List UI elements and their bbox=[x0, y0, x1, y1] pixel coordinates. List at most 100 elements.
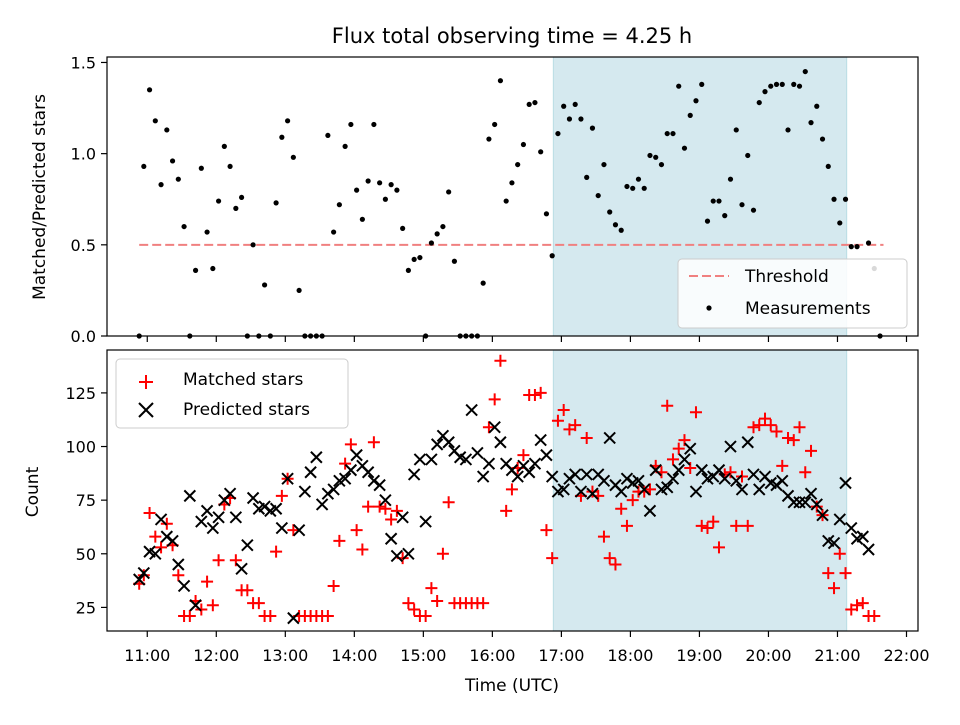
matched-star-point bbox=[701, 522, 714, 535]
x-tick-label: 16:00 bbox=[469, 646, 515, 665]
matched-star-point bbox=[373, 500, 386, 513]
measurement-point bbox=[348, 121, 354, 128]
y-tick-label: 25 bbox=[76, 598, 96, 617]
predicted-star-point bbox=[839, 476, 852, 490]
matched-star-point bbox=[597, 530, 610, 543]
matched-star-point bbox=[770, 425, 783, 438]
measurement-point bbox=[158, 182, 164, 188]
matched-star-point bbox=[833, 547, 846, 560]
matched-star-point bbox=[828, 582, 841, 595]
x-tick-label: 11:00 bbox=[124, 646, 170, 665]
predicted-star-point bbox=[229, 511, 243, 524]
measurement-point bbox=[198, 165, 204, 171]
predicted-star-point bbox=[649, 463, 662, 477]
measurement-point bbox=[146, 87, 153, 93]
predicted-star-point bbox=[350, 448, 363, 462]
predicted-star-point bbox=[730, 474, 743, 488]
matched-star-point bbox=[793, 421, 806, 434]
predicted-star-point bbox=[534, 433, 547, 447]
matched-star-point bbox=[707, 515, 720, 528]
matched-star-point bbox=[390, 504, 403, 517]
measurement-point bbox=[492, 121, 498, 128]
predicted-star-point bbox=[597, 474, 611, 488]
measurement-point bbox=[371, 121, 377, 128]
matched-star-point bbox=[822, 567, 835, 580]
x-axis-label: Time (UTC) bbox=[464, 676, 559, 696]
predicted-star-point bbox=[269, 502, 283, 515]
predicted-star-point bbox=[557, 483, 570, 496]
matched-star-point bbox=[782, 431, 795, 444]
measurement-point bbox=[825, 163, 831, 170]
bottom-y-axis-label: Count bbox=[23, 466, 43, 517]
predicted-star-point bbox=[407, 468, 421, 481]
matched-star-point bbox=[149, 530, 162, 543]
measurement-point bbox=[532, 99, 538, 106]
measurement-point bbox=[802, 68, 808, 75]
predicted-star-point bbox=[528, 457, 542, 470]
matched-star-point bbox=[620, 519, 633, 532]
predicted-star-point bbox=[425, 453, 438, 466]
predicted-legend-label: Predicted stars bbox=[183, 400, 310, 420]
matched-star-point bbox=[689, 406, 702, 419]
matched-star-point bbox=[482, 421, 495, 434]
x-tick-label: 22:00 bbox=[883, 646, 929, 665]
predicted-star-point bbox=[315, 498, 329, 511]
measurement-point bbox=[227, 163, 233, 170]
measurement-point bbox=[796, 83, 803, 89]
matched-star-point bbox=[557, 404, 570, 417]
predicted-star-point bbox=[465, 403, 478, 417]
predicted-star-point bbox=[430, 438, 444, 451]
measurement-point bbox=[164, 127, 170, 133]
matched-star-point bbox=[494, 354, 507, 367]
predicted-star-point bbox=[661, 481, 674, 494]
measurement-point bbox=[727, 176, 734, 182]
measurement-point bbox=[331, 229, 337, 235]
top-legend-box bbox=[677, 258, 908, 329]
y-tick-label: 0.5 bbox=[71, 236, 96, 255]
predicted-star-point bbox=[133, 573, 146, 586]
predicted-star-point bbox=[545, 470, 559, 483]
matched-star-point bbox=[155, 541, 168, 554]
measurement-point bbox=[296, 287, 302, 294]
predicted-star-point bbox=[384, 532, 398, 545]
predicted-star-point bbox=[845, 521, 858, 535]
predicted-star-point bbox=[189, 599, 202, 612]
predicted-star-point bbox=[787, 496, 800, 509]
measurement-point bbox=[428, 240, 434, 246]
matched-star-point bbox=[764, 419, 777, 432]
measurement-point bbox=[653, 154, 659, 160]
predicted-star-point bbox=[298, 485, 312, 498]
measurement-point bbox=[192, 267, 199, 273]
predicted-star-point bbox=[235, 562, 248, 576]
predicted-star-point bbox=[292, 523, 306, 537]
predicted-star-point bbox=[793, 496, 806, 509]
predicted-star-point bbox=[678, 453, 691, 466]
measurement-point bbox=[722, 213, 728, 219]
predicted-star-point bbox=[321, 487, 335, 500]
predicted-star-point bbox=[615, 485, 628, 498]
predicted-star-point bbox=[367, 474, 381, 488]
predicted-star-point bbox=[373, 478, 386, 492]
predicted-stars-points bbox=[133, 403, 875, 625]
matched-star-point bbox=[270, 545, 283, 558]
predicted-star-point bbox=[390, 549, 404, 563]
matched-star-point bbox=[350, 524, 363, 537]
matched-star-point bbox=[546, 552, 559, 565]
predicted-star-point bbox=[413, 453, 427, 466]
predicted-star-point bbox=[402, 547, 415, 560]
matched-star-point bbox=[615, 502, 628, 515]
matched-star-point bbox=[759, 412, 772, 425]
matched-star-point bbox=[362, 500, 375, 513]
x-tick-label: 14:00 bbox=[331, 646, 377, 665]
predicted-star-point bbox=[735, 483, 749, 496]
bottom-highlight-span bbox=[552, 349, 848, 632]
measurement-point bbox=[819, 136, 826, 142]
matched-star-point bbox=[425, 582, 438, 595]
measurement-point bbox=[699, 81, 705, 87]
matched-star-point bbox=[287, 524, 300, 537]
predicted-star-point bbox=[275, 521, 289, 535]
predicted-star-point bbox=[287, 611, 300, 625]
measurement-point bbox=[520, 141, 527, 148]
measurement-point bbox=[515, 161, 521, 168]
measurement-point bbox=[543, 211, 550, 217]
